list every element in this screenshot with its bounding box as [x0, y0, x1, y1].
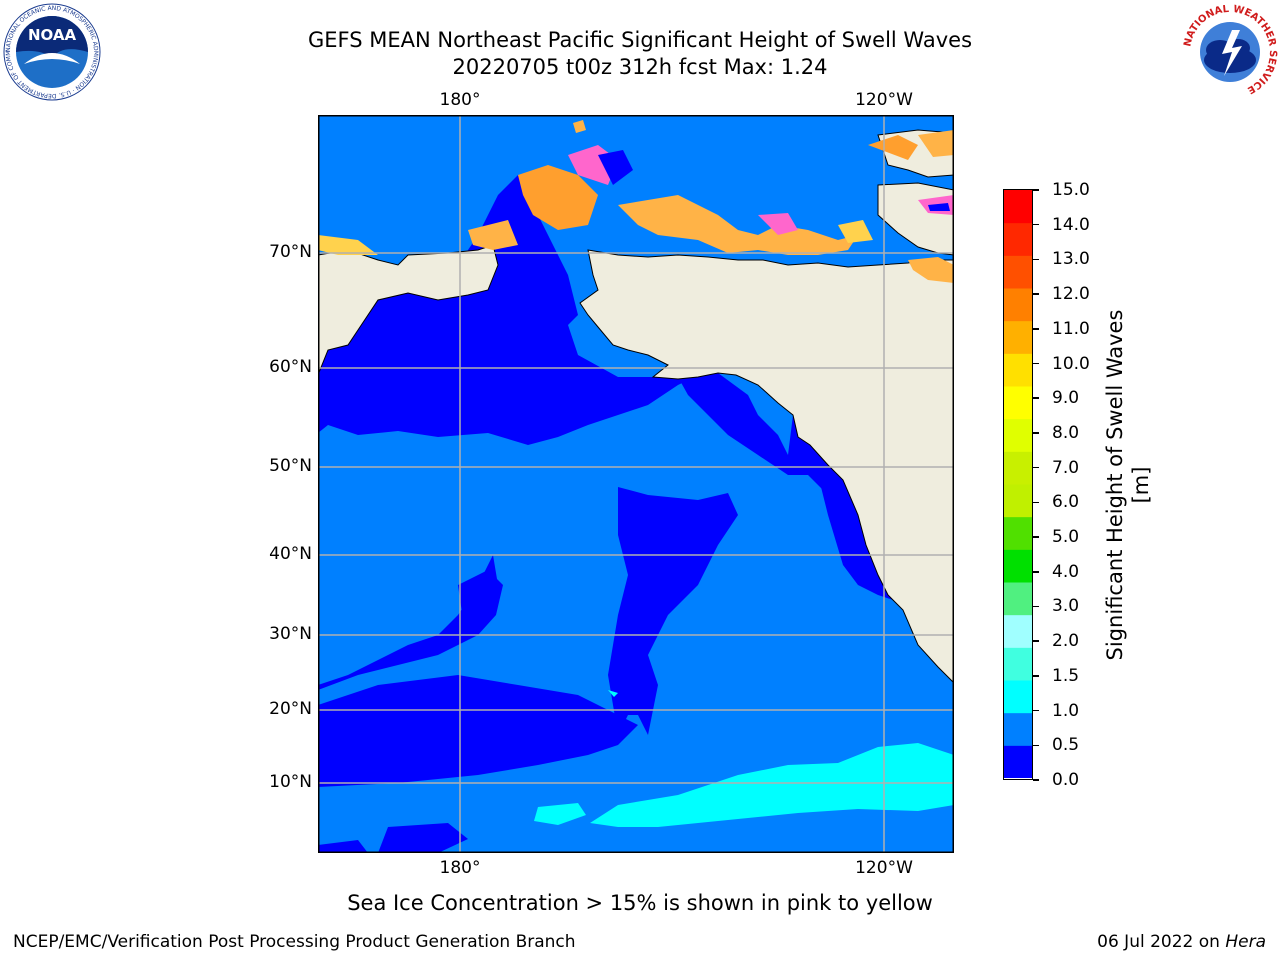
colorbar-segment [1004, 745, 1032, 778]
footer-date: 06 Jul 2022 on Hera [1097, 932, 1266, 952]
lon-tick-top-180: 180° [439, 90, 481, 110]
footer-date-text: 06 Jul 2022 on [1097, 932, 1226, 952]
colorbar-tick-mark [1033, 397, 1039, 399]
colorbar-tick-label: 14.0 [1052, 214, 1090, 235]
colorbar-tick-label: 10.0 [1052, 353, 1090, 374]
colorbar-tick-mark [1033, 675, 1039, 677]
lat-tick-20n: 20°N [269, 699, 312, 719]
colorbar-tick-mark [1033, 640, 1039, 642]
colorbar-tick-label: 3.0 [1052, 596, 1080, 617]
colorbar-tick-label: 15.0 [1052, 180, 1090, 200]
colorbar-segment [1004, 386, 1032, 420]
lat-tick-40n: 40°N [269, 544, 312, 564]
colorbar-segment [1004, 647, 1032, 681]
colorbar-tick-label: 6.0 [1052, 492, 1080, 513]
lat-tick-50n: 50°N [269, 456, 312, 476]
colorbar-tick-mark [1033, 293, 1039, 295]
colorbar-segment [1004, 353, 1032, 387]
colorbar-segment [1004, 484, 1032, 518]
lon-tick-bottom-180: 180° [439, 858, 481, 878]
lat-tick-30n: 30°N [269, 624, 312, 644]
colorbar-tick-mark [1033, 258, 1039, 261]
colorbar-tick-label: 5.0 [1052, 527, 1080, 548]
colorbar-segment [1004, 451, 1032, 485]
colorbar-segment [1004, 549, 1032, 583]
colorbar-segment [1004, 712, 1032, 746]
colorbar-tick-mark [1033, 223, 1039, 226]
colorbar-tick-label: 7.0 [1052, 457, 1080, 478]
colorbar-segment [1004, 222, 1032, 256]
colorbar-tick-mark [1033, 536, 1039, 538]
swell-height-map [318, 115, 954, 853]
colorbar-tick-mark [1033, 709, 1039, 712]
lat-tick-70n: 70°N [269, 242, 312, 262]
colorbar-segment [1004, 418, 1032, 452]
colorbar-segment [1004, 680, 1032, 714]
map-title: GEFS MEAN Northeast Pacific Significant … [307, 28, 973, 52]
colorbar-tick-mark [1033, 571, 1039, 573]
colorbar-segment [1004, 614, 1032, 648]
colorbar-tick-mark [1033, 362, 1039, 365]
colorbar-segment [1004, 320, 1032, 354]
colorbar-tick-label: 1.5 [1052, 665, 1080, 686]
colorbar [1003, 189, 1033, 780]
sea-ice-region [318, 120, 954, 283]
noaa-logo-icon: NATIONAL OCEANIC AND ATMOSPHERIC ADMINIS… [0, 0, 102, 106]
colorbar-segment [1004, 582, 1032, 616]
sea-ice-note: Sea Ice Concentration > 15% is shown in … [347, 891, 933, 915]
colorbar-segment [1004, 190, 1032, 224]
colorbar-segment [1004, 516, 1032, 550]
lon-tick-top-120w: 120°W [855, 90, 913, 110]
svg-text:NOAA: NOAA [28, 26, 77, 44]
footer-credit: NCEP/EMC/Verification Post Processing Pr… [13, 932, 576, 952]
lat-tick-60n: 60°N [269, 357, 312, 377]
map-subtitle: 20220705 t00z 312h fcst Max: 1.24 [452, 55, 828, 79]
colorbar-label: Significant Height of Swell Waves [m] [1103, 309, 1153, 661]
colorbar-segment [1004, 288, 1032, 322]
colorbar-tick-mark [1033, 501, 1039, 504]
colorbar-tick-label: 13.0 [1052, 249, 1090, 270]
colorbar-tick-mark [1033, 328, 1039, 330]
colorbar-tick-mark [1033, 432, 1039, 434]
map-gridlines [318, 115, 954, 853]
colorbar-tick-mark [1033, 744, 1039, 747]
colorbar-tick-label: 8.0 [1052, 422, 1080, 443]
colorbar-tick-label: 4.0 [1052, 561, 1080, 582]
colorbar-tick-mark [1033, 466, 1039, 469]
footer-machine: Hera [1225, 932, 1266, 952]
swell-10-15-region [534, 690, 954, 827]
colorbar-tick-mark [1033, 189, 1039, 191]
colorbar-tick-label: 1.0 [1052, 700, 1080, 721]
colorbar-tick-label: 0.5 [1052, 735, 1080, 756]
colorbar-tick-label: 12.0 [1052, 284, 1090, 305]
lon-tick-bottom-120w: 120°W [855, 858, 913, 878]
colorbar-tick-label: 2.0 [1052, 631, 1080, 652]
colorbar-tick-mark [1033, 605, 1039, 608]
lat-tick-10n: 10°N [269, 772, 312, 792]
colorbar-tick-mark [1033, 779, 1039, 781]
colorbar-tick-label: 11.0 [1052, 318, 1090, 339]
colorbar-tick-label: 9.0 [1052, 388, 1080, 409]
colorbar-tick-label: 0.0 [1052, 770, 1080, 790]
colorbar-segment [1004, 255, 1032, 289]
nws-logo-icon: NATIONAL WEATHER SERVICE [1180, 2, 1280, 106]
